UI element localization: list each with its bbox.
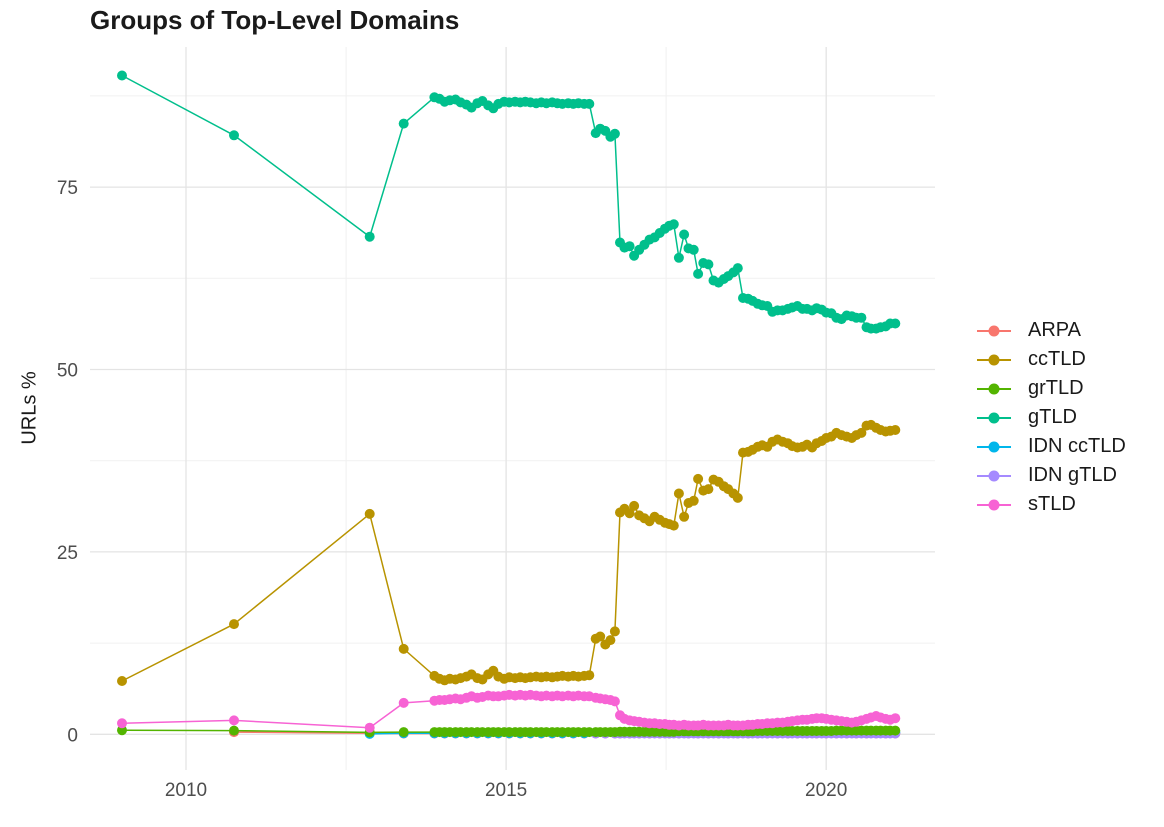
legend-item-idn-cctld: IDN ccTLD: [976, 435, 1126, 457]
legend-key-icon: [977, 470, 1011, 481]
data-point: [117, 70, 127, 81]
series-gtld: [117, 70, 901, 334]
data-point: [673, 488, 684, 499]
series-line-gtld: [121, 74, 896, 330]
data-point: [703, 484, 714, 495]
data-point: [605, 635, 616, 646]
data-point: [398, 643, 409, 654]
data-point: [688, 495, 699, 506]
y-tick-label: 25: [57, 543, 78, 564]
data-point: [609, 696, 620, 707]
data-point: [584, 98, 595, 109]
data-point: [856, 427, 867, 438]
data-point: [668, 219, 679, 230]
x-tick-label: 2020: [805, 780, 847, 801]
data-point: [398, 697, 409, 708]
legend-key-icon: [977, 499, 1011, 510]
legend-key-icon: [977, 325, 1011, 336]
data-point: [609, 626, 620, 637]
legend-key-icon: [977, 441, 1011, 452]
data-point: [364, 508, 375, 519]
data-point: [117, 725, 127, 736]
chart-title: Groups of Top-Level Domains: [90, 5, 460, 35]
data-point: [398, 727, 409, 738]
legend-key-icon: [977, 412, 1011, 423]
data-point: [688, 244, 699, 255]
data-point: [693, 473, 704, 484]
legend-item-arpa: ARPA: [976, 319, 1126, 341]
data-point: [584, 670, 595, 681]
y-tick-label: 0: [67, 725, 78, 746]
data-point: [117, 718, 127, 729]
series-stld: [117, 689, 901, 733]
legend-item-idn-gtld: IDN gTLD: [976, 464, 1126, 486]
legend-label: IDN gTLD: [1028, 464, 1117, 486]
data-point: [679, 511, 690, 522]
data-point: [856, 312, 867, 323]
y-tick-label: 75: [57, 178, 78, 199]
series-cctld: [117, 419, 901, 686]
legend-label: grTLD: [1028, 377, 1084, 399]
data-point: [229, 130, 239, 141]
data-point: [732, 263, 743, 274]
data-point: [595, 631, 606, 642]
legend-label: ccTLD: [1028, 348, 1086, 370]
data-point: [364, 231, 375, 242]
x-tick-label: 2010: [165, 780, 207, 801]
data-point: [732, 492, 743, 503]
data-point: [624, 508, 635, 519]
x-tick-label: 2015: [485, 780, 527, 801]
data-point: [890, 725, 901, 736]
data-point: [703, 259, 714, 270]
legend-label: IDN ccTLD: [1028, 435, 1126, 457]
data-point: [629, 500, 640, 511]
series-line-cctld: [121, 424, 896, 682]
data-point: [609, 128, 620, 139]
legend: ARPA ccTLD grTLD gTLD IDN ccTLD IDN gTLD sTLD: [976, 319, 1126, 515]
data-point: [229, 619, 239, 630]
legend-item-cctld: ccTLD: [976, 348, 1126, 370]
data-point: [668, 520, 679, 531]
legend-key-icon: [977, 354, 1011, 365]
series-grtld: [117, 725, 901, 738]
legend-key-icon: [977, 383, 1011, 394]
legend-label: ARPA: [1028, 319, 1081, 341]
legend-item-stld: sTLD: [976, 493, 1126, 515]
legend-label: gTLD: [1028, 406, 1077, 428]
data-point: [890, 425, 901, 435]
data-point: [624, 241, 635, 252]
legend-item-grtld: grTLD: [976, 377, 1126, 399]
legend-item-gtld: gTLD: [976, 406, 1126, 428]
data-point: [673, 252, 684, 263]
y-tick-label: 50: [57, 361, 78, 382]
data-point: [398, 118, 409, 129]
data-point: [890, 318, 901, 329]
data-point: [693, 268, 704, 279]
data-point: [117, 676, 127, 686]
data-point: [364, 722, 375, 733]
data-point: [679, 229, 690, 240]
data-point: [229, 715, 239, 726]
data-point: [229, 725, 239, 736]
legend-label: sTLD: [1028, 493, 1076, 515]
data-point: [890, 713, 901, 724]
